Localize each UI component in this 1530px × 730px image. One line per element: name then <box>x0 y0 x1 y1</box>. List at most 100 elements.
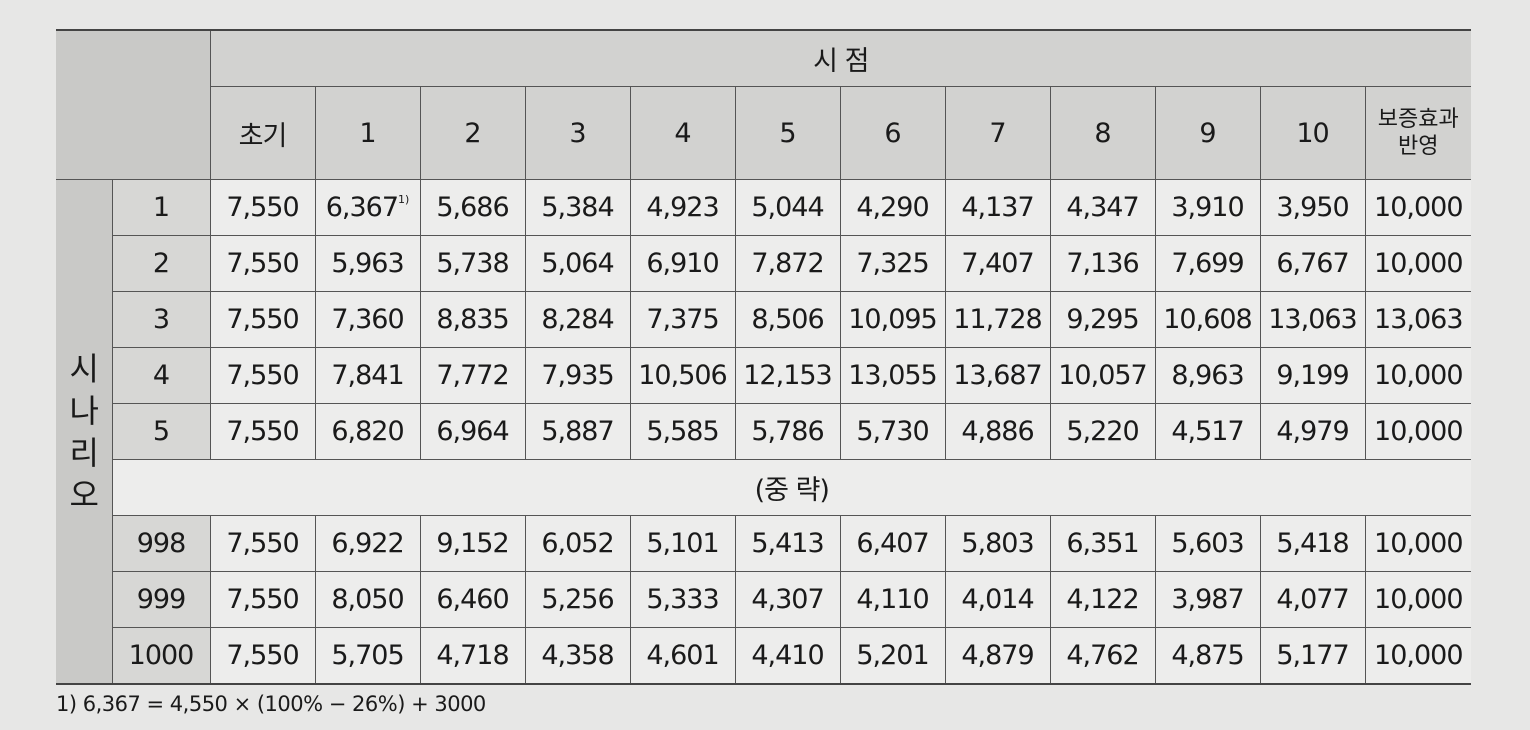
table-cell: 5,963 <box>314 235 421 292</box>
scenario-number: 1 <box>111 179 211 236</box>
cell-value: 8,050 <box>331 584 404 615</box>
cell-value: 4,122 <box>1066 584 1139 615</box>
cell-value: 5,603 <box>1171 528 1244 559</box>
table-cell: 8,963 <box>1154 347 1261 404</box>
table-cell: 10,000 <box>1364 571 1472 628</box>
cell-value: 10,000 <box>1374 528 1463 559</box>
table-cell: 4,290 <box>839 179 946 236</box>
cell-value: 5,201 <box>856 640 929 671</box>
table-cell: 5,064 <box>524 235 631 292</box>
cell-value: 6,351 <box>1066 528 1139 559</box>
cell-value: 4,290 <box>856 192 929 223</box>
table-cell: 7,375 <box>629 291 736 348</box>
table-cell: 4,762 <box>1049 627 1156 685</box>
cell-value: 10,000 <box>1374 192 1463 223</box>
cell-value: 5,333 <box>646 584 719 615</box>
column-header-6: 6 <box>839 86 946 180</box>
cell-value: 5,963 <box>331 248 404 279</box>
footnote-marker: 1) <box>398 193 410 206</box>
cell-value: 10,000 <box>1374 640 1463 671</box>
cell-value: 6,367 <box>325 192 399 223</box>
cell-value: 5,786 <box>751 416 824 447</box>
table-cell: 5,333 <box>629 571 736 628</box>
table-cell: 9,152 <box>419 515 526 572</box>
table-cell: 11,728 <box>944 291 1051 348</box>
cell-value: 10,057 <box>1058 360 1147 391</box>
cell-value: 7,325 <box>856 248 929 279</box>
cell-value: 6,910 <box>646 248 719 279</box>
cell-value: 5,418 <box>1276 528 1349 559</box>
cell-value: 12,153 <box>743 360 832 391</box>
table-cell: 12,153 <box>734 347 841 404</box>
table-cell: 3,910 <box>1154 179 1261 236</box>
cell-value: 10,000 <box>1374 360 1463 391</box>
table-cell: 6,820 <box>314 403 421 460</box>
cell-value: 4,979 <box>1276 416 1349 447</box>
table-cell: 7,935 <box>524 347 631 404</box>
table-cell: 7,550 <box>209 627 316 685</box>
cell-value: 7,550 <box>226 416 299 447</box>
time-point-group-header: 시 점 <box>209 29 1472 87</box>
guarantee-header-line-2: 반영 <box>1398 134 1439 159</box>
cell-value: 4,875 <box>1171 640 1244 671</box>
table-cell: 13,687 <box>944 347 1051 404</box>
cell-value: 8,963 <box>1171 360 1244 391</box>
column-header-3: 3 <box>524 86 631 180</box>
cell-value: 9,152 <box>436 528 509 559</box>
table-cell: 7,872 <box>734 235 841 292</box>
table-cell: 3,950 <box>1259 179 1366 236</box>
cell-value: 4,923 <box>646 192 719 223</box>
table-cell: 4,979 <box>1259 403 1366 460</box>
table-cell: 5,220 <box>1049 403 1156 460</box>
table-cell: 10,000 <box>1364 627 1472 685</box>
cell-value: 10,000 <box>1374 248 1463 279</box>
scenario-number: 5 <box>112 403 211 460</box>
cell-value: 9,295 <box>1066 304 1139 335</box>
table-cell: 5,044 <box>734 179 841 236</box>
table-cell: 10,506 <box>629 347 736 404</box>
cell-value: 6,767 <box>1276 248 1349 279</box>
cell-value: 8,284 <box>541 304 614 335</box>
cell-value: 13,063 <box>1374 304 1463 335</box>
table-cell: 5,786 <box>734 403 841 460</box>
table-cell: 6,3671) <box>314 179 421 236</box>
table-cell: 5,256 <box>524 571 631 628</box>
omitted-rows-row: (중 략) <box>56 459 1472 516</box>
table-cell: 6,052 <box>524 515 631 572</box>
cell-value: 3,910 <box>1171 192 1244 223</box>
scenario-label-char: 시 <box>69 349 99 388</box>
column-header-1: 1 <box>314 86 421 180</box>
cell-value: 10,000 <box>1374 584 1463 615</box>
table-cell: 5,603 <box>1154 515 1261 572</box>
column-header-2: 2 <box>419 86 526 180</box>
cell-value: 7,841 <box>331 360 404 391</box>
column-header-initial: 초기 <box>210 86 316 180</box>
cell-value: 5,256 <box>541 584 614 615</box>
table-cell: 7,550 <box>209 571 316 628</box>
cell-value: 7,375 <box>646 304 719 335</box>
column-header-5: 5 <box>734 86 841 180</box>
table-cell: 4,410 <box>734 627 841 685</box>
column-header-9: 9 <box>1154 86 1261 180</box>
footnote: 1) 6,367 = 4,550 × (100% − 26%) + 3000 <box>56 692 486 716</box>
table-row: 1000 7,550 5,705 4,718 4,358 4,601 4,410 5,201 4… <box>56 627 1472 685</box>
cell-value: 5,177 <box>1276 640 1349 671</box>
table-cell: 4,923 <box>629 179 736 236</box>
table-cell: 4,014 <box>944 571 1051 628</box>
column-header-8: 8 <box>1049 86 1156 180</box>
cell-value: 5,738 <box>436 248 509 279</box>
table-row: 3 7,550 7,360 8,835 8,284 7,375 8,506 10,095 11,… <box>56 291 1472 348</box>
table-cell: 4,137 <box>944 179 1051 236</box>
cell-value: 4,718 <box>436 640 509 671</box>
table-cell: 7,772 <box>419 347 526 404</box>
table-cell: 6,767 <box>1259 235 1366 292</box>
table-cell: 10,000 <box>1364 179 1472 236</box>
table-cell: 5,101 <box>629 515 736 572</box>
guarantee-header-line-1: 보증효과 <box>1377 107 1459 132</box>
cell-value: 13,055 <box>848 360 937 391</box>
table-cell: 13,063 <box>1259 291 1366 348</box>
table-cell: 8,284 <box>524 291 631 348</box>
table-cell: 6,910 <box>629 235 736 292</box>
table-cell: 5,730 <box>839 403 946 460</box>
